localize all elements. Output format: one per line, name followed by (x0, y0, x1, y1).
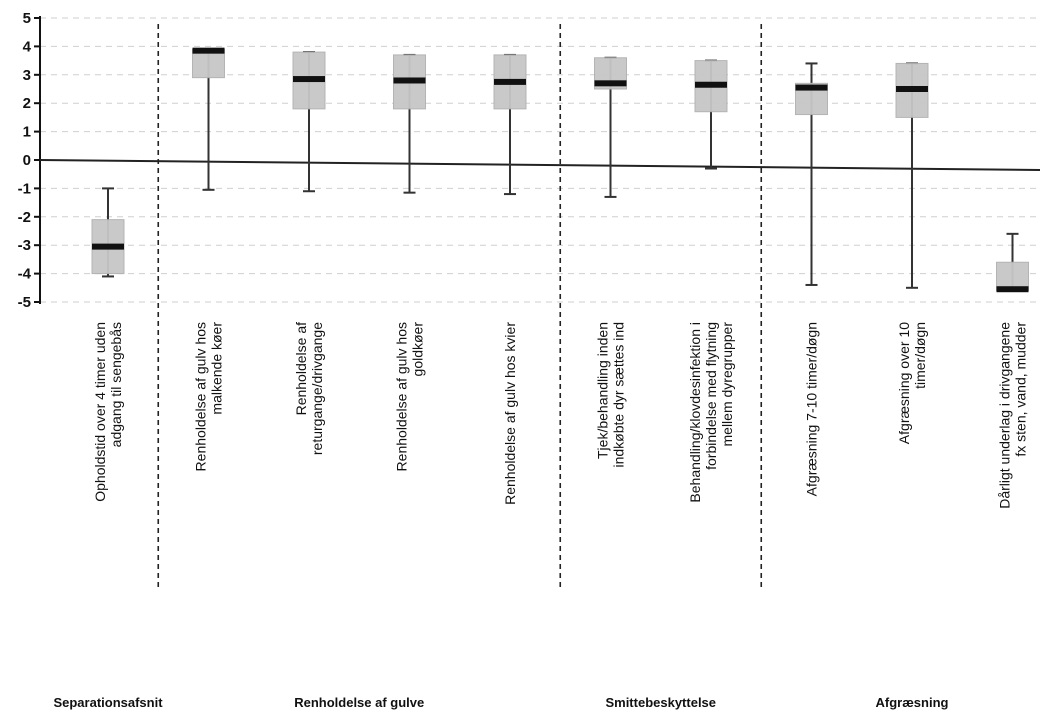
y-tick-label: 5 (23, 10, 31, 27)
category-label: Behandling/klovdesinfektion iforbindelse… (687, 322, 735, 503)
category-label-line: Dårligt underlag i drivgangene (997, 322, 1013, 509)
box-body (996, 261, 1029, 292)
category-label: Renholdelse af gulv hosmalkende køer (193, 322, 225, 472)
category-label-line: mellem dyregrupper (719, 322, 735, 447)
group-label: Separationsafsnit (53, 695, 163, 710)
category-label-line: Renholdelse af gulv hos (193, 322, 209, 471)
category-label-line: Afgræsning over 10 (896, 322, 912, 444)
box-item (192, 47, 225, 191)
category-label: Opholdstid over 4 timer udenadgang til s… (92, 322, 124, 502)
box-median (695, 81, 727, 88)
category-label-line: malkende køer (209, 322, 225, 415)
category-label-line: timer/døgn (912, 322, 928, 389)
category-label: Renholdelse af gulv hosgoldkøer (394, 322, 426, 472)
zero-line (39, 159, 1041, 171)
category-label-line: Renholdelse af (293, 322, 309, 416)
y-axis: 5 4 3 2 1 0 -1 -2 -3 -4 -5 (18, 10, 41, 311)
y-tick-label: 2 (23, 95, 31, 112)
category-label-line: fx sten, vand, mudder (1013, 322, 1029, 457)
group-label: Smittebeskyttelse (605, 695, 716, 710)
y-tick-label: -5 (18, 294, 31, 311)
y-tick-label: -1 (18, 180, 31, 197)
group-separators (157, 24, 763, 590)
box-item (996, 232, 1029, 293)
category-label: Renholdelse af gulv hos kvier (502, 322, 518, 505)
category-label-line: Afgræsning 7-10 timer/døgn (804, 322, 820, 496)
group-label: Renholdelse af gulve (294, 695, 424, 710)
category-label: Renholdelse afreturgange/drivgange (293, 322, 325, 455)
y-tick-label: -3 (18, 237, 31, 254)
category-labels: Opholdstid over 4 timer udenadgang til s… (92, 322, 1029, 509)
box-median (192, 47, 225, 54)
category-label-line: Tjek/behandling inden (595, 322, 611, 459)
y-tick-label: 0 (23, 152, 31, 169)
category-label-line: returgange/drivgange (309, 322, 325, 455)
category-label: Dårligt underlag i drivgangenefx sten, v… (997, 322, 1029, 509)
category-label: Afgræsning over 10timer/døgn (896, 322, 928, 444)
box-item (694, 59, 728, 170)
box-median (393, 77, 426, 84)
box-median (293, 76, 325, 83)
box-median (896, 86, 928, 92)
category-label: Afgræsning 7-10 timer/døgn (804, 322, 820, 496)
category-label: Tjek/behandling indenindkøbte dyr sættes… (595, 322, 627, 468)
box-median (92, 243, 124, 250)
box-item (795, 62, 828, 286)
category-label-line: goldkøer (410, 322, 426, 377)
y-tick-label: 3 (23, 67, 31, 84)
box-item (594, 56, 627, 198)
category-label-line: indkøbte dyr sættes ind (611, 322, 627, 468)
box-median (594, 80, 627, 87)
category-label-line: forbindelse med flytning (703, 322, 719, 470)
box-item (91, 187, 125, 278)
category-label-line: Renholdelse af gulv hos (394, 322, 410, 471)
category-label-line: adgang til sengebås (108, 322, 124, 447)
box-median (996, 286, 1029, 293)
category-label-line: Behandling/klovdesinfektion i (687, 322, 703, 503)
y-tick-label: 1 (23, 124, 31, 141)
zero-line-group (39, 159, 1041, 171)
y-tick-label: 4 (23, 38, 32, 55)
category-label-line: Renholdelse af gulv hos kvier (502, 322, 518, 505)
box-item (493, 53, 527, 196)
group-labels: Separationsafsnit Renholdelse af gulve Smi… (53, 695, 948, 710)
y-tick-label: -4 (18, 266, 32, 283)
box-median (795, 84, 828, 91)
box-item (292, 51, 326, 193)
boxplot-series (91, 47, 1029, 293)
y-tick-label: -2 (18, 209, 31, 226)
box-item (895, 62, 929, 289)
box-median (494, 78, 526, 85)
group-label: Afgræsning (876, 695, 949, 710)
category-label-line: Opholdstid over 4 timer uden (92, 322, 108, 502)
box-item (393, 53, 426, 194)
